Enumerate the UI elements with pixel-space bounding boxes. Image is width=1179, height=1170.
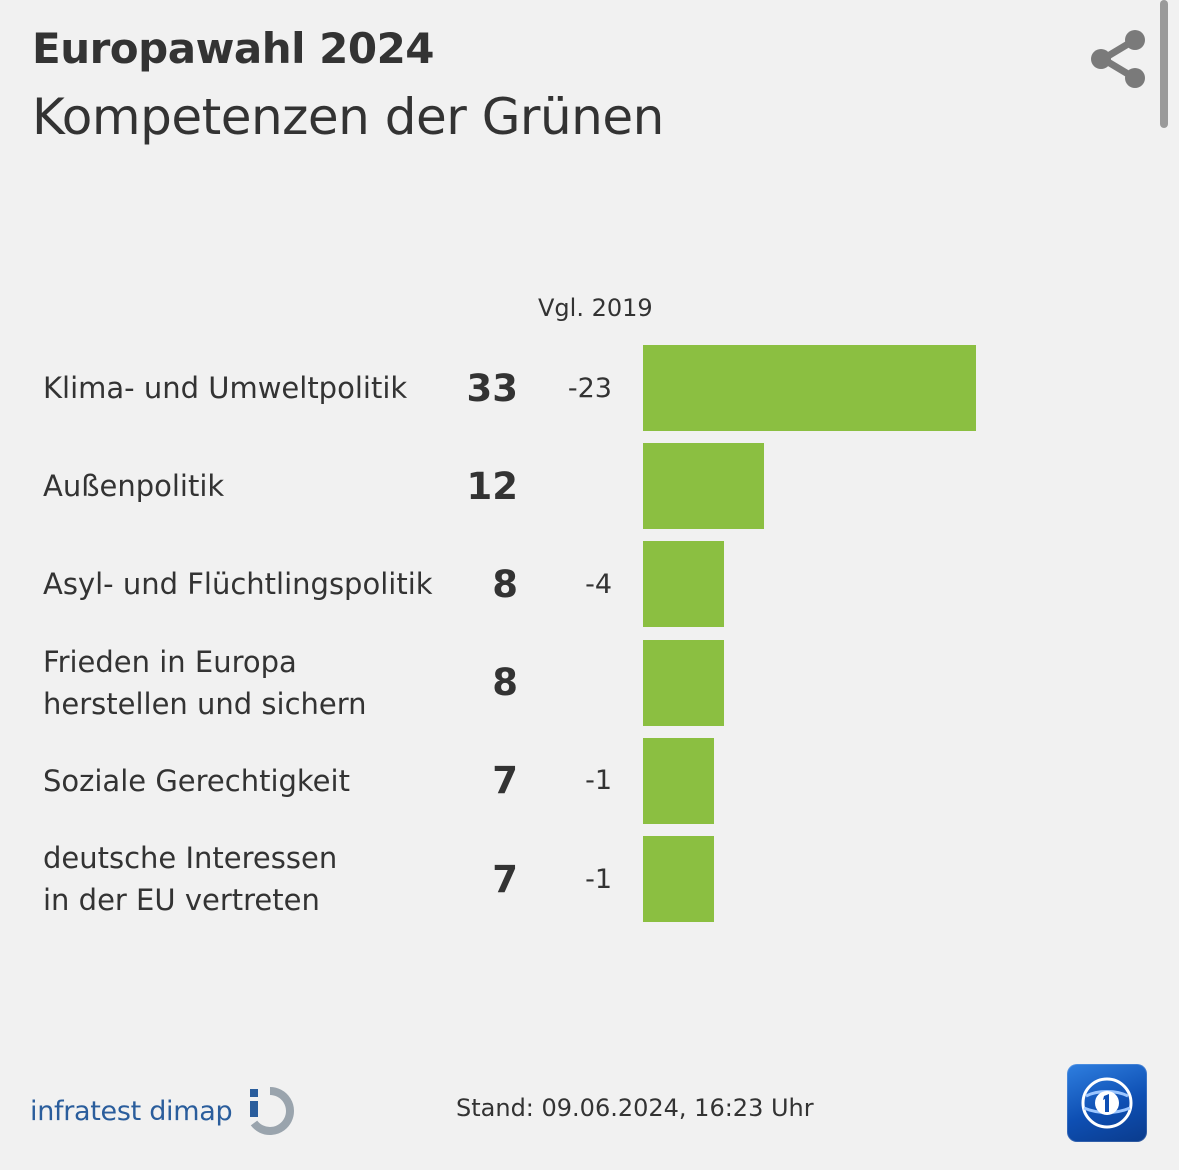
bar [643,345,976,431]
value-label: 8 [492,562,518,606]
change-label [540,443,612,529]
chart-title: Europawahl 2024 [32,24,435,73]
category-label: Frieden in Europa herstellen und sichern [43,644,367,721]
category-label: deutsche Interessen in der EU vertreten [43,841,338,917]
chart-row: Asyl- und Flüchtlingspolitik 8 -4 [0,541,1179,628]
chart-row: Klima- und Umweltpolitik 33 -23 [0,345,1179,431]
timestamp: Stand: 09.06.2024, 16:23 Uhr [456,1094,814,1122]
category-label: Außenpolitik [43,469,225,504]
value-label: 12 [466,464,519,508]
ard-logo-icon [1067,1064,1147,1142]
category-label: Soziale Gerechtigkeit [43,763,350,798]
bar [643,737,714,824]
change-label: -4 [585,568,612,600]
value-label: 8 [492,661,518,705]
bar [643,443,765,530]
bar [643,639,724,726]
value-label: 7 [492,759,518,803]
compare-column-header: Vgl. 2019 [538,294,653,322]
category-label: Klima- und Umweltpolitik [43,371,408,405]
share-button[interactable] [1086,26,1152,92]
chart-row: Frieden in Europa herstellen und sichern… [0,639,1179,726]
change-label: -1 [585,863,612,895]
scrollbar[interactable] [1160,0,1168,128]
infratest-dimap-logo-icon [250,1087,295,1135]
change-label: -1 [585,765,612,797]
change-label: -23 [567,372,612,404]
share-icon [1091,30,1145,88]
value-label: 33 [466,366,519,410]
bar [643,541,724,628]
chart-row: Soziale Gerechtigkeit 7 -1 [0,737,1179,824]
source-text: infratest dimap [30,1095,233,1127]
chart-subtitle: Kompetenzen der Grünen [32,88,664,146]
chart-row: deutsche Interessen in der EU vertreten 7… [0,836,1179,922]
change-label [540,640,612,726]
chart-row: Außenpolitik 12 [0,443,1179,530]
category-label: Asyl- und Flüchtlingspolitik [43,567,433,602]
bar [643,836,714,922]
value-label: 7 [492,857,518,901]
source-credit: infratest dimap [30,1085,296,1137]
